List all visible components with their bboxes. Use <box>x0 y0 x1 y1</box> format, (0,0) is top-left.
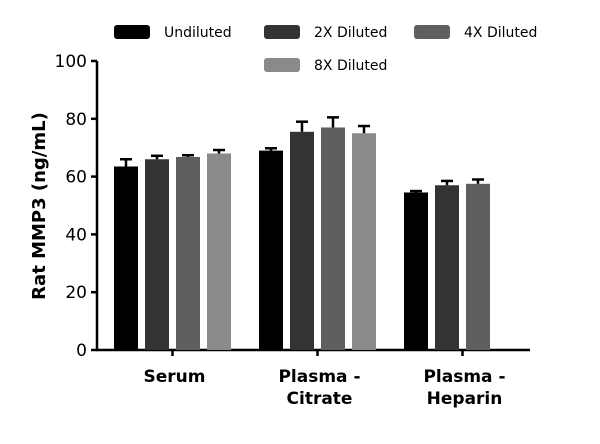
legend-swatch <box>114 25 150 39</box>
bar-2x-diluted-0 <box>145 159 169 350</box>
bar-undiluted-2 <box>404 192 428 350</box>
bar-4x-diluted-2 <box>466 183 490 350</box>
bar-8x-diluted-1 <box>352 133 376 350</box>
legend-label: 2X Diluted <box>314 25 387 41</box>
x-tick-label: Citrate <box>287 389 353 409</box>
legend-swatch <box>264 25 300 39</box>
y-tick-label: 40 <box>65 225 87 245</box>
bar-8x-diluted-0 <box>207 153 231 350</box>
x-tick-label: Heparin <box>427 389 503 409</box>
legend-swatch <box>414 25 450 39</box>
legend-label: 4X Diluted <box>464 25 537 41</box>
y-tick-label: 20 <box>65 283 87 303</box>
bar-2x-diluted-2 <box>435 185 459 350</box>
y-tick-label: 100 <box>55 52 87 72</box>
x-tick-label: Plasma - <box>278 367 360 387</box>
x-tick-label: Plasma - <box>423 367 505 387</box>
legend-swatch <box>264 58 300 72</box>
legend-label: Undiluted <box>164 25 232 41</box>
bar-4x-diluted-0 <box>176 156 200 350</box>
y-axis-label: Rat MMP3 (ng/mL) <box>29 112 50 300</box>
y-tick-label: 80 <box>65 110 87 130</box>
y-tick-label: 60 <box>65 168 87 188</box>
y-tick-label: 0 <box>76 341 87 361</box>
bars <box>114 116 490 350</box>
legend: Undiluted 2X Diluted 4X Diluted 8X Diluted <box>114 25 537 74</box>
x-tick-label: Serum <box>144 367 206 387</box>
bar-undiluted-0 <box>114 166 138 350</box>
legend-label: 8X Diluted <box>314 58 387 74</box>
bar-4x-diluted-1 <box>321 127 345 350</box>
bar-2x-diluted-1 <box>290 131 314 350</box>
bar-undiluted-1 <box>259 150 283 350</box>
